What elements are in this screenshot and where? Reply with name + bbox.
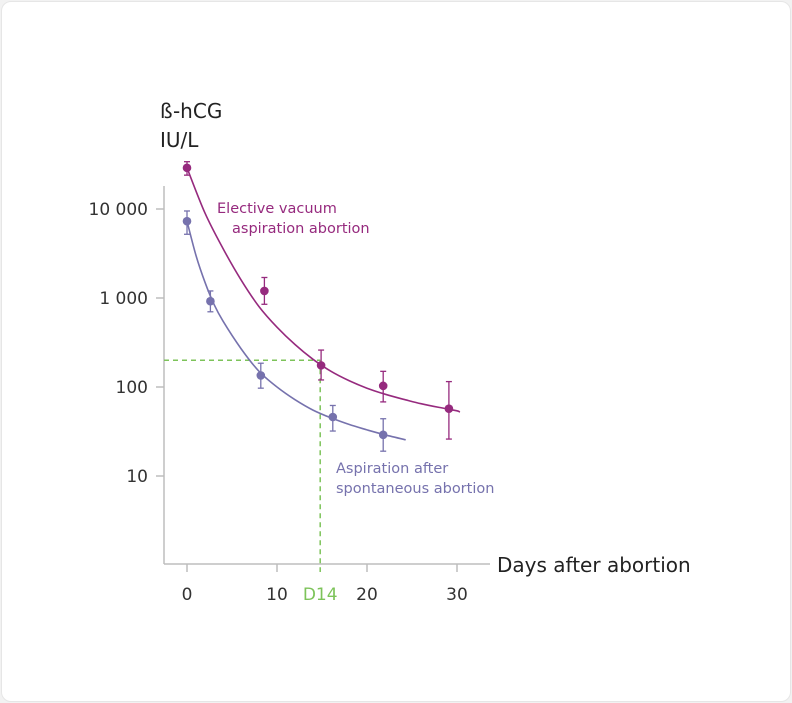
y-tick-label-1000: 1 000 bbox=[99, 289, 148, 309]
data-point-series-1-2 bbox=[256, 371, 266, 380]
y-tick-label-10: 10 bbox=[126, 467, 148, 487]
reference-lines: D14 bbox=[164, 359, 338, 605]
y-axis-label-line1: ß-hCG bbox=[160, 99, 222, 123]
series-label-spontaneous-line2: spontaneous abortion bbox=[336, 481, 494, 497]
data-points bbox=[182, 161, 454, 452]
series-label-elective-line1: Elective vacuum bbox=[217, 201, 337, 217]
y-axis-label-line2: IU/L bbox=[160, 128, 199, 152]
reference-label: D14 bbox=[303, 585, 338, 605]
data-point-series-0-4 bbox=[444, 404, 454, 414]
y-tick-label-10000: 10 000 bbox=[89, 200, 148, 220]
data-point-series-1-3 bbox=[328, 412, 338, 422]
data-point-series-1-0 bbox=[182, 216, 192, 226]
axes: ß-hCG IU/L Days after abortion bbox=[160, 99, 691, 577]
y-tick-label-100: 100 bbox=[116, 378, 148, 398]
fit-curve-series-1 bbox=[186, 220, 406, 441]
x-tick-label-10: 10 bbox=[266, 585, 288, 605]
data-point-series-1-1 bbox=[206, 296, 215, 306]
x-axis-label: Days after abortion bbox=[497, 553, 691, 577]
series-label-elective-line2: aspiration abortion bbox=[232, 221, 370, 237]
series-labels: Elective vacuum aspiration abortion Aspi… bbox=[217, 201, 494, 497]
fit-curve-series-0 bbox=[186, 167, 461, 413]
data-point-series-0-2 bbox=[316, 361, 326, 370]
data-point-series-0-1 bbox=[260, 286, 269, 296]
series-label-spontaneous-line1: Aspiration after bbox=[336, 461, 448, 477]
ticks: 10 100 1 000 10 000 0 10 20 30 bbox=[89, 200, 468, 605]
fit-curves bbox=[186, 167, 461, 441]
data-point-series-0-3 bbox=[378, 381, 388, 391]
x-tick-label-20: 20 bbox=[356, 585, 378, 605]
x-tick-label-0: 0 bbox=[182, 585, 193, 605]
data-point-series-0-0 bbox=[182, 163, 192, 173]
x-tick-label-30: 30 bbox=[446, 585, 468, 605]
data-point-series-1-4 bbox=[378, 430, 388, 440]
